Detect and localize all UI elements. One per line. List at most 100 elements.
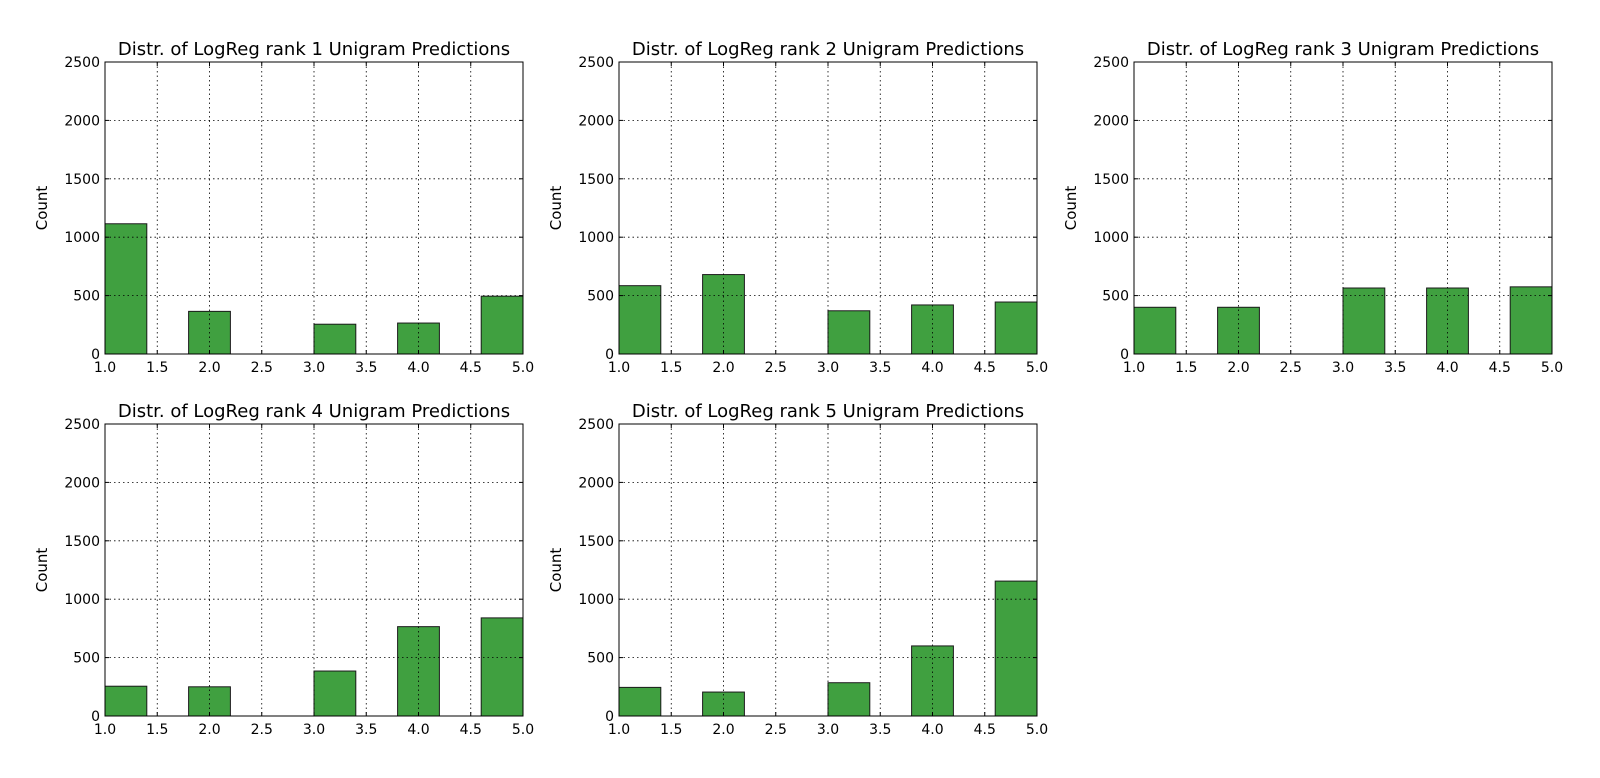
y-tick-label: 0	[91, 347, 100, 363]
x-tick-label: 3.5	[869, 360, 891, 376]
x-tick-label: 4.5	[974, 360, 996, 376]
x-tick-label: 1.5	[1175, 360, 1197, 376]
histogram-bar	[188, 686, 231, 717]
chart-title: Distr. of LogReg rank 3 Unigram Predicti…	[1147, 39, 1539, 60]
x-tick-label: 3.5	[355, 722, 377, 738]
x-tick-label: 2.5	[1280, 360, 1302, 376]
y-tick-label: 1500	[64, 172, 100, 188]
histogram-bar	[827, 682, 871, 717]
histogram-bar	[1133, 306, 1177, 355]
x-tick-label: 1.0	[94, 722, 116, 738]
histogram-bar	[994, 301, 1038, 355]
chart-title: Distr. of LogReg rank 1 Unigram Predicti…	[118, 39, 510, 60]
histogram-bar	[313, 670, 357, 717]
y-tick-label: 2500	[1093, 55, 1129, 71]
chart-panel-3: 1.0 1.5 2.0 2.5 3.0 3.5 4.0 4.5 5.0 0 500 1000 1500 2…	[1062, 39, 1563, 376]
y-axis-label: Count	[1062, 186, 1080, 231]
y-tick-label: 2500	[578, 55, 614, 71]
histogram-bar	[618, 285, 662, 355]
y-tick-label: 1000	[578, 592, 614, 608]
y-tick-label: 2000	[578, 113, 614, 129]
y-axis-label: Count	[547, 548, 565, 593]
histogram-bar	[618, 686, 662, 717]
x-tick-label: 1.5	[660, 722, 682, 738]
chart-title: Distr. of LogReg rank 4 Unigram Predicti…	[118, 401, 510, 422]
y-tick-label: 2500	[64, 417, 100, 433]
x-tick-label: 5.0	[1026, 722, 1048, 738]
histogram-bar	[1342, 287, 1386, 355]
x-tick-label: 2.0	[198, 722, 220, 738]
y-tick-label: 1000	[1093, 230, 1129, 246]
x-tick-label: 2.5	[765, 360, 787, 376]
x-tick-label: 1.0	[608, 722, 630, 738]
x-tick-label: 5.0	[512, 722, 534, 738]
histogram-bar	[480, 617, 524, 717]
y-tick-label: 500	[73, 651, 100, 667]
x-tick-label: 3.0	[303, 722, 325, 738]
histogram-bar	[104, 223, 148, 355]
x-tick-label: 4.0	[1436, 360, 1458, 376]
y-tick-label: 1500	[578, 172, 614, 188]
x-tick-label: 1.0	[1123, 360, 1145, 376]
y-axis-label: Count	[33, 186, 51, 231]
y-tick-label: 2500	[64, 55, 100, 71]
x-tick-label: 4.0	[921, 360, 943, 376]
chart-title: Distr. of LogReg rank 5 Unigram Predicti…	[632, 401, 1024, 422]
y-tick-label: 500	[73, 289, 100, 305]
y-axis-label: Count	[547, 186, 565, 231]
x-tick-label: 3.0	[303, 360, 325, 376]
histogram-bar	[104, 685, 148, 717]
y-tick-label: 0	[605, 709, 614, 725]
histogram-bar	[1509, 286, 1553, 355]
x-tick-label: 1.0	[94, 360, 116, 376]
y-tick-label: 0	[605, 347, 614, 363]
y-tick-label: 1000	[578, 230, 614, 246]
y-tick-label: 2000	[1093, 113, 1129, 129]
y-tick-label: 500	[1102, 289, 1129, 305]
y-tick-label: 2000	[64, 475, 100, 491]
y-tick-label: 1500	[64, 534, 100, 550]
x-tick-label: 4.5	[974, 722, 996, 738]
x-tick-label: 1.5	[146, 722, 168, 738]
chart-title: Distr. of LogReg rank 2 Unigram Predicti…	[632, 39, 1024, 60]
y-tick-label: 1500	[578, 534, 614, 550]
x-tick-label: 1.5	[660, 360, 682, 376]
y-tick-label: 1000	[64, 230, 100, 246]
histogram-bar	[827, 310, 871, 355]
x-tick-label: 2.0	[1227, 360, 1249, 376]
y-tick-label: 0	[1120, 347, 1129, 363]
y-tick-label: 2000	[578, 475, 614, 491]
chart-panel-1: 1.0 1.5 2.0 2.5 3.0 3.5 4.0 4.5 5.0 0 500 1000 1500 2…	[33, 39, 534, 376]
x-tick-label: 4.5	[460, 722, 482, 738]
x-tick-label: 2.0	[712, 722, 734, 738]
x-tick-label: 4.0	[921, 722, 943, 738]
y-tick-label: 1000	[64, 592, 100, 608]
chart-panel-2: 1.0 1.5 2.0 2.5 3.0 3.5 4.0 4.5 5.0 0 500 1000 1500 2…	[547, 39, 1048, 376]
x-tick-label: 1.5	[146, 360, 168, 376]
y-tick-label: 500	[587, 651, 614, 667]
x-tick-label: 5.0	[512, 360, 534, 376]
histogram-bar	[994, 580, 1038, 717]
y-tick-label: 2000	[64, 113, 100, 129]
x-tick-label: 5.0	[1026, 360, 1048, 376]
x-tick-label: 4.5	[1489, 360, 1511, 376]
x-tick-label: 3.0	[817, 722, 839, 738]
x-tick-label: 1.0	[608, 360, 630, 376]
y-tick-label: 500	[587, 289, 614, 305]
chart-panel-5: 1.0 1.5 2.0 2.5 3.0 3.5 4.0 4.5 5.0 0 500 1000 1500 2…	[547, 401, 1048, 738]
x-tick-label: 3.5	[869, 722, 891, 738]
x-tick-label: 3.5	[1384, 360, 1406, 376]
y-tick-label: 1500	[1093, 172, 1129, 188]
x-tick-label: 5.0	[1541, 360, 1563, 376]
x-tick-label: 4.0	[407, 722, 429, 738]
histogram-bar	[313, 323, 357, 355]
histogram-bar	[1426, 287, 1469, 355]
y-axis-label: Count	[33, 548, 51, 593]
x-tick-label: 2.0	[198, 360, 220, 376]
x-tick-label: 2.5	[251, 722, 273, 738]
x-tick-label: 2.5	[251, 360, 273, 376]
y-tick-label: 0	[91, 709, 100, 725]
x-tick-label: 3.5	[355, 360, 377, 376]
x-tick-label: 2.5	[765, 722, 787, 738]
